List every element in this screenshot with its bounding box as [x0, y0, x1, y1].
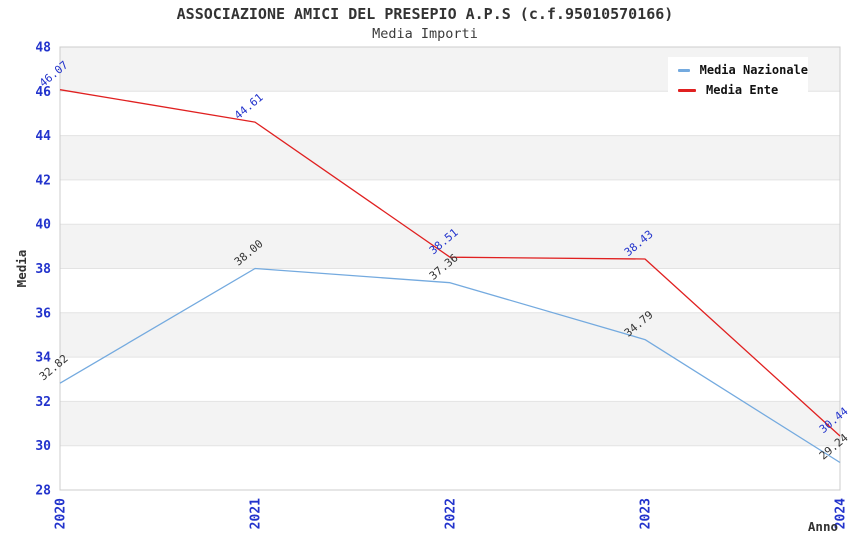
y-axis-title: Media	[14, 250, 29, 288]
x-tick-label: 2020	[54, 498, 69, 529]
series-line-1	[59, 89, 841, 437]
legend-item-media-nazionale: Media Nazionale	[678, 63, 808, 77]
y-tick-label: 32	[35, 395, 51, 410]
y-tick-label: 36	[35, 306, 51, 321]
legend: Media Nazionale Media Ente	[668, 57, 808, 103]
legend-swatch-media-ente-icon	[678, 88, 696, 92]
y-tick-label: 34	[35, 351, 51, 366]
data-point-label: 44.61	[232, 91, 266, 122]
y-tick-label: 42	[35, 173, 51, 188]
legend-item-media-ente: Media Ente	[678, 83, 808, 97]
x-axis-title: Anno	[808, 519, 838, 534]
legend-label: Media Ente	[706, 83, 779, 97]
y-tick-label: 38	[35, 262, 51, 277]
chart-subtitle: Media Importi	[372, 26, 478, 42]
chart-title: ASSOCIAZIONE AMICI DEL PRESEPIO A.P.S (c…	[176, 5, 674, 23]
legend-swatch-media-nazionale-icon	[678, 68, 690, 72]
plot-band	[60, 224, 840, 269]
plot-band	[60, 312, 840, 358]
series-line-0	[59, 267, 841, 464]
y-tick-label: 28	[35, 484, 51, 499]
legend-label: Media Nazionale	[699, 63, 808, 77]
plot-border	[59, 46, 841, 491]
x-tick-label: 2021	[249, 498, 264, 529]
y-tick-label: 48	[35, 41, 51, 56]
y-tick-label: 30	[35, 439, 51, 454]
plot-band	[60, 401, 840, 446]
x-tick-label: 2024	[834, 498, 849, 529]
x-tick-label: 2022	[444, 498, 459, 529]
y-tick-label: 44	[35, 129, 51, 144]
y-tick-label: 40	[35, 218, 51, 233]
x-tick-label: 2023	[639, 498, 654, 529]
plot-band	[60, 135, 840, 180]
y-tick-label: 46	[35, 85, 51, 100]
